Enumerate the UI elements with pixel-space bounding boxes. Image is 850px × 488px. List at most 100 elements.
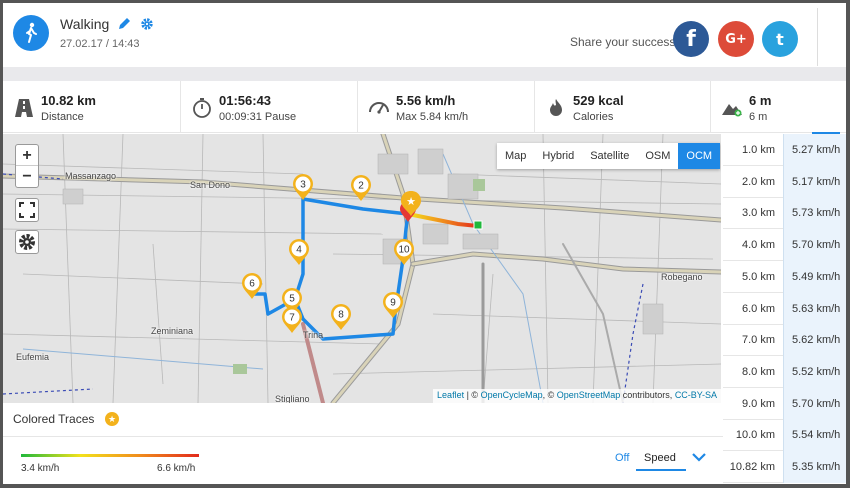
gear-icon[interactable]: [140, 17, 154, 34]
activity-title: Walking: [60, 16, 110, 32]
waypoint-label: 5: [289, 294, 295, 305]
split-row: 1.0 km 5.27 km/h: [723, 134, 846, 166]
split-distance: 9.0 km: [741, 397, 775, 410]
tab-osm[interactable]: OSM: [645, 150, 671, 162]
split-row: 10.0 km 5.54 km/h: [723, 419, 846, 452]
waypoint-label: 2: [358, 181, 364, 192]
split-distance: 3.0 km: [741, 207, 775, 220]
divider: [3, 436, 723, 437]
colored-traces-panel: Colored Traces ★ 3.4 km/h 6.6 km/h Off S…: [3, 403, 723, 484]
attribution-text: | ©: [464, 390, 481, 400]
map-settings-button[interactable]: [15, 230, 39, 254]
attribution-text: contributors,: [620, 390, 675, 400]
activity-header: Walking 27.02.17 / 14:43 Share your succ…: [3, 3, 846, 67]
place-label: Massanzago: [65, 171, 117, 181]
place-label: San Dono: [190, 180, 231, 190]
twitter-share-button[interactable]: t: [762, 21, 798, 57]
split-speed: 5.70 km/h: [783, 387, 846, 420]
waypoint-layer: 2 3 4 5 6 7 8 9 10 ★: [242, 174, 421, 333]
stat-distance-label: Distance: [41, 111, 84, 123]
star-icon: ★: [105, 412, 119, 426]
split-distance: 7.0 km: [741, 334, 775, 347]
split-speed: 5.70 km/h: [783, 229, 846, 262]
route-map[interactable]: Massanzago San Dono Zeminiana Eufemia Tr…: [3, 134, 721, 403]
trace-metric-select[interactable]: Speed: [636, 447, 686, 471]
map-attribution: Leaflet | © OpenCycleMap, © OpenStreetMa…: [433, 389, 721, 403]
license-link[interactable]: CC-BY-SA: [674, 390, 717, 400]
stats-bar: 10.82 km Distance 01:56:43 00:09:31 Paus…: [3, 81, 846, 133]
waypoint-label: 6: [249, 279, 255, 290]
split-distance: 4.0 km: [741, 239, 775, 252]
map-layer-switcher: Map Hybrid Satellite OSM OCM: [497, 143, 721, 169]
mountain-icon: [722, 104, 742, 117]
splits-table: 1.0 km 5.27 km/h 2.0 km 5.17 km/h 3.0 km 5.73…: [723, 134, 846, 484]
waypoint-label: 4: [296, 245, 302, 256]
split-speed: 5.49 km/h: [783, 260, 846, 293]
split-speed: 5.52 km/h: [783, 355, 846, 388]
split-row: 5.0 km 5.49 km/h: [723, 260, 846, 293]
facebook-share-button[interactable]: f: [673, 21, 709, 57]
stat-elevation-value: 6 m: [749, 93, 772, 108]
svg-text:★: ★: [406, 196, 416, 208]
place-label: Trina: [303, 330, 324, 340]
place-label: Eufemia: [16, 352, 50, 362]
split-row: 3.0 km 5.73 km/h: [723, 197, 846, 230]
waypoint-marker[interactable]: 10: [394, 239, 414, 265]
waypoint-marker[interactable]: 3: [293, 174, 313, 200]
split-row: 8.0 km 5.52 km/h: [723, 355, 846, 388]
fullscreen-button[interactable]: [15, 198, 39, 222]
tab-hybrid[interactable]: Hybrid: [542, 150, 575, 162]
finish-marker[interactable]: ★: [400, 191, 421, 222]
split-row: 4.0 km 5.70 km/h: [723, 229, 846, 262]
zoom-out-button[interactable]: −: [22, 168, 32, 185]
split-row: 7.0 km 5.62 km/h: [723, 324, 846, 357]
stat-distance: 10.82 km Distance: [3, 81, 181, 133]
tab-map[interactable]: Map: [505, 150, 527, 162]
walking-person-icon: [13, 15, 49, 51]
stat-elevation-label: 6 m: [749, 111, 768, 123]
google-plus-share-button[interactable]: G+: [718, 21, 754, 57]
share-prompt: Share your success: [570, 35, 676, 49]
waypoint-marker[interactable]: 5: [282, 288, 302, 314]
attribution-text: , ©: [542, 390, 557, 400]
place-label: Robegano: [661, 272, 703, 282]
stat-duration-label: 00:09:31 Pause: [219, 111, 297, 123]
stat-duration-value: 01:56:43: [219, 93, 272, 108]
waypoint-marker[interactable]: 2: [351, 175, 371, 201]
waypoint-marker[interactable]: 9: [383, 292, 403, 318]
stat-calories: 529 kcal Calories: [535, 81, 711, 133]
split-speed: 5.62 km/h: [783, 324, 846, 357]
road-icon: [15, 99, 33, 117]
chevron-down-icon[interactable]: [691, 451, 707, 463]
pencil-icon[interactable]: [117, 17, 131, 34]
stat-calories-label: Calories: [573, 111, 614, 123]
split-speed: 5.73 km/h: [783, 197, 846, 230]
waypoint-marker[interactable]: 8: [331, 304, 351, 330]
waypoint-marker[interactable]: 6: [242, 273, 262, 299]
gear-icon: [19, 234, 35, 250]
split-speed: 5.35 km/h: [783, 451, 846, 483]
waypoint-label: 3: [300, 180, 306, 191]
stat-calories-value: 529 kcal: [573, 93, 624, 108]
split-distance: 1.0 km: [741, 144, 775, 156]
traces-off-button[interactable]: Off: [615, 452, 630, 464]
tab-satellite[interactable]: Satellite: [590, 150, 630, 162]
waypoint-marker[interactable]: 4: [289, 239, 309, 265]
stat-elevation: 6 m 6 m: [711, 81, 846, 133]
place-label: Stigliano: [275, 394, 310, 403]
split-distance: 8.0 km: [741, 365, 775, 378]
zoom-in-button[interactable]: +: [16, 145, 38, 166]
waypoint-marker[interactable]: 7: [282, 307, 302, 333]
stat-speed-label: Max 5.84 km/h: [396, 111, 469, 123]
stat-duration: 01:56:43 00:09:31 Pause: [181, 81, 358, 133]
stat-distance-value: 10.82 km: [41, 93, 96, 108]
tab-ocm[interactable]: OCM: [678, 143, 721, 169]
side-panel-edge: [817, 8, 846, 66]
legend-max-label: 6.6 km/h: [157, 463, 196, 474]
legend-min-label: 3.4 km/h: [21, 463, 60, 474]
opencyclemap-link[interactable]: OpenCycleMap: [480, 390, 543, 400]
openstreetmap-link[interactable]: OpenStreetMap: [556, 390, 621, 400]
leaflet-link[interactable]: Leaflet: [437, 390, 465, 400]
flame-icon: [550, 99, 562, 116]
